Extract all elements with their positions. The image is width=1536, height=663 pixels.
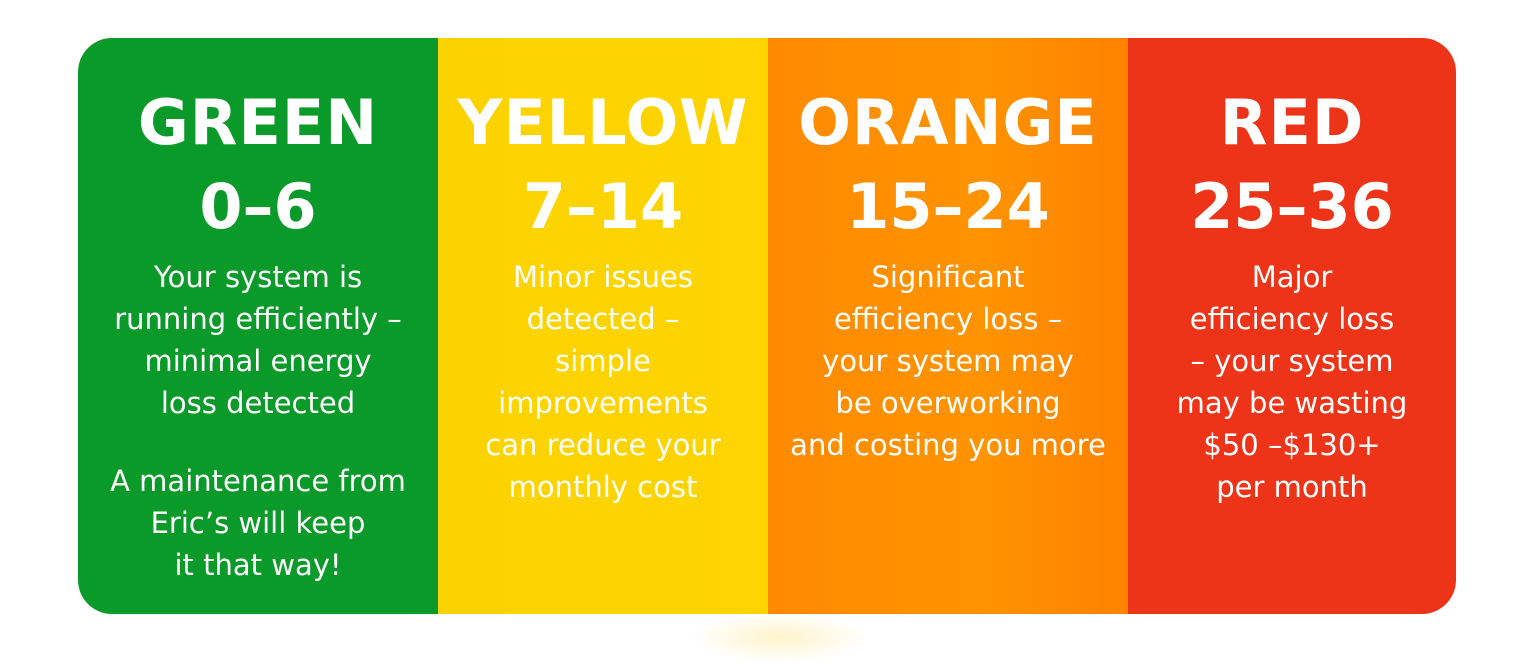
score-range: 7–14 xyxy=(522,170,684,243)
panel-green: GREEN 0–6 Your system is running efficie… xyxy=(78,38,438,614)
level-description: Minor issues detected – simple improveme… xyxy=(485,260,721,504)
level-description: Major efficiency loss – your system may … xyxy=(1176,260,1408,504)
level-description: Your system is running efficiently – min… xyxy=(114,260,402,420)
level-title: YELLOW xyxy=(457,86,749,159)
decorative-glow xyxy=(690,612,870,663)
level-description: Significant efficiency loss – your syste… xyxy=(790,260,1106,462)
level-title: ORANGE xyxy=(798,86,1098,159)
level-title: RED xyxy=(1219,86,1365,159)
score-range: 25–36 xyxy=(1190,170,1394,243)
panel-orange: ORANGE 15–24 Significant efficiency loss… xyxy=(768,38,1128,614)
score-range: 15–24 xyxy=(846,170,1050,243)
level-title: GREEN xyxy=(137,86,379,159)
maintenance-note: A maintenance from Eric’s will keep it t… xyxy=(110,464,406,582)
score-range: 0–6 xyxy=(199,170,317,243)
panel-yellow: YELLOW 7–14 Minor issues detected – simp… xyxy=(438,38,768,614)
panel-red: RED 25–36 Major efficiency loss – your s… xyxy=(1128,38,1456,614)
efficiency-score-scale: GREEN 0–6 Your system is running efficie… xyxy=(78,38,1456,614)
